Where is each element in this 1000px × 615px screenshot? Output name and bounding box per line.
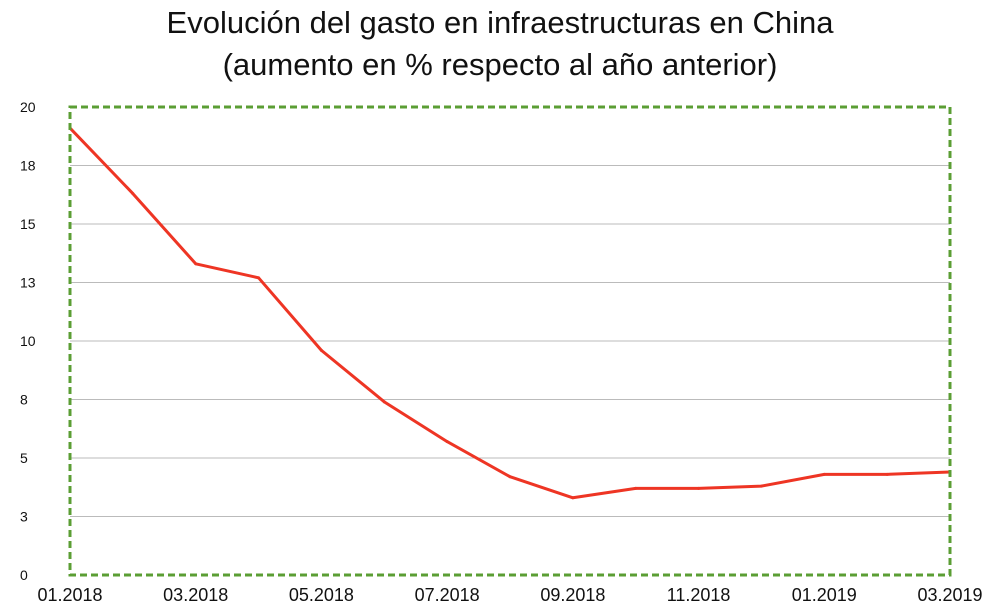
y-axis-ticks: 0 3 5 8 10 13 15 18 20: [20, 99, 36, 583]
y-tick-label: 3: [20, 509, 28, 525]
data-point: [885, 472, 889, 476]
data-point: [697, 486, 701, 490]
plot-frame: [68, 105, 952, 577]
chart-title-line-2: (aumento en % respecto al año anterior): [222, 47, 778, 82]
y-tick-label: 8: [20, 392, 28, 408]
x-tick-label: 09.2018: [540, 585, 605, 605]
y-tick-label: 18: [20, 158, 36, 174]
x-axis-ticks: 01.2018 03.2018 05.2018 07.2018 09.2018 11.20…: [37, 585, 982, 605]
data-point: [822, 472, 826, 476]
y-tick-label: 10: [20, 333, 36, 349]
x-tick-label: 03.2018: [163, 585, 228, 605]
x-tick-label: 03.2019: [917, 585, 982, 605]
data-point: [257, 276, 261, 280]
x-tick-label: 01.2019: [792, 585, 857, 605]
series-line: [68, 126, 952, 500]
data-point: [382, 400, 386, 404]
series-layer: [68, 126, 952, 500]
data-point: [445, 440, 449, 444]
x-tick-label: 01.2018: [37, 585, 102, 605]
data-point: [319, 348, 323, 352]
x-tick-label: 07.2018: [415, 585, 480, 605]
data-point: [759, 484, 763, 488]
data-point: [194, 262, 198, 266]
x-tick-label: 11.2018: [667, 585, 731, 605]
y-tick-label: 5: [20, 450, 28, 466]
y-tick-label: 15: [20, 216, 36, 232]
data-point: [131, 192, 135, 196]
y-tick-label: 20: [20, 99, 36, 115]
chart-title-line-1: Evolución del gasto en infraestructuras …: [166, 5, 834, 40]
data-point: [634, 486, 638, 490]
data-point: [571, 496, 575, 500]
x-tick-label: 05.2018: [289, 585, 354, 605]
gridlines: [70, 165, 950, 517]
data-point: [508, 475, 512, 479]
y-tick-label: 13: [20, 275, 36, 291]
y-tick-label: 0: [20, 567, 28, 583]
